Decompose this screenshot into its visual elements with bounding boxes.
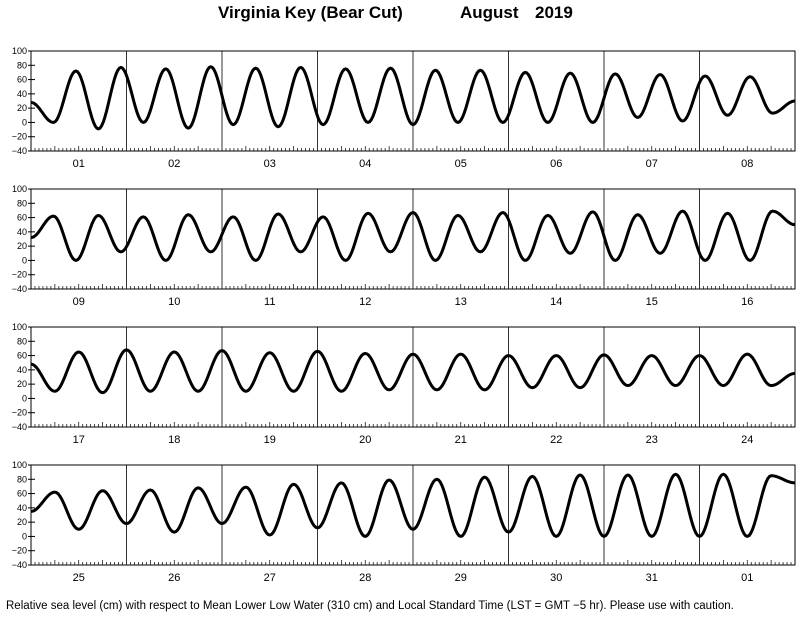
y-tick-label: −40 <box>12 146 27 156</box>
day-label: 03 <box>264 158 276 170</box>
day-label: 05 <box>455 158 467 170</box>
sea-level-line <box>30 472 796 538</box>
y-tick-label: 60 <box>17 213 27 223</box>
y-tick-label: 40 <box>17 365 27 375</box>
month-label: August <box>460 3 519 22</box>
day-label: 24 <box>741 434 753 446</box>
y-tick-label: 20 <box>17 241 27 251</box>
y-tick-label: 40 <box>17 227 27 237</box>
y-tick-label: 20 <box>17 517 27 527</box>
y-tick-label: 0 <box>22 255 27 265</box>
sea-level-line <box>30 209 796 262</box>
day-label: 07 <box>646 158 658 170</box>
y-tick-label: 20 <box>17 103 27 113</box>
y-tick-label: 60 <box>17 351 27 361</box>
day-label: 09 <box>73 296 85 308</box>
chart-panel-2: −40 −20 0 20 40 60 80 100 09 10 11 12 13 14 15 16 <box>12 184 796 308</box>
day-label: 31 <box>646 572 658 584</box>
y-tick-label: 100 <box>12 322 27 332</box>
day-label: 10 <box>168 296 180 308</box>
day-label: 08 <box>741 158 753 170</box>
day-label: 04 <box>359 158 371 170</box>
y-tick-label: 60 <box>17 489 27 499</box>
y-tick-label: 40 <box>17 89 27 99</box>
y-tick-label: 20 <box>17 379 27 389</box>
footnote: Relative sea level (cm) with respect to … <box>6 600 734 612</box>
y-tick-label: 60 <box>17 75 27 85</box>
day-label: 02 <box>168 158 180 170</box>
y-tick-label: −20 <box>12 408 27 418</box>
y-tick-label: −40 <box>12 422 27 432</box>
day-label: 28 <box>359 572 371 584</box>
y-tick-label: 0 <box>22 531 27 541</box>
day-label: 01 <box>741 572 753 584</box>
day-label: 14 <box>550 296 562 308</box>
page-title: Virginia Key (Bear Cut) August 2019 <box>0 3 800 29</box>
y-tick-label: −20 <box>12 270 27 280</box>
day-label: 21 <box>455 434 467 446</box>
station-name: Virginia Key (Bear Cut) <box>218 3 403 22</box>
day-label: 17 <box>73 434 85 446</box>
day-label: 11 <box>264 296 275 308</box>
day-label: 27 <box>264 572 276 584</box>
y-tick-label: −20 <box>12 546 27 556</box>
y-tick-label: 80 <box>17 336 27 346</box>
y-tick-label: 100 <box>12 46 27 56</box>
sea-level-line <box>30 65 796 131</box>
y-tick-label: −40 <box>12 560 27 570</box>
y-tick-label: 0 <box>22 117 27 127</box>
chart-panel-1: −40 −20 0 20 40 60 80 100 01 02 03 04 05 06 07 08 <box>12 46 796 170</box>
day-label: 16 <box>741 296 753 308</box>
y-tick-label: 0 <box>22 393 27 403</box>
day-label: 22 <box>550 434 562 446</box>
y-tick-label: −20 <box>12 132 27 142</box>
day-label: 30 <box>550 572 562 584</box>
day-label: 29 <box>455 572 467 584</box>
day-label: 26 <box>168 572 180 584</box>
day-label: 20 <box>359 434 371 446</box>
sea-level-line <box>30 348 796 395</box>
chart-panel-3: −40 −20 0 20 40 60 80 100 17 18 19 20 21 22 23 24 <box>12 322 796 446</box>
day-label: 25 <box>73 572 85 584</box>
y-tick-label: 100 <box>12 460 27 470</box>
day-label: 06 <box>550 158 562 170</box>
day-label: 13 <box>455 296 467 308</box>
day-label: 12 <box>359 296 371 308</box>
y-tick-label: 80 <box>17 474 27 484</box>
day-label: 01 <box>73 158 85 170</box>
chart-panel-4: −40 −20 0 20 40 60 80 100 25 26 27 28 29 30 31 01 <box>12 460 796 584</box>
y-tick-label: 80 <box>17 198 27 208</box>
day-label: 19 <box>264 434 276 446</box>
year-label: 2019 <box>535 3 573 22</box>
day-label: 23 <box>646 434 658 446</box>
y-tick-label: 100 <box>12 184 27 194</box>
y-tick-label: 40 <box>17 503 27 513</box>
y-tick-label: 80 <box>17 60 27 70</box>
day-label: 15 <box>646 296 658 308</box>
y-tick-label: −40 <box>12 284 27 294</box>
day-label: 18 <box>168 434 180 446</box>
